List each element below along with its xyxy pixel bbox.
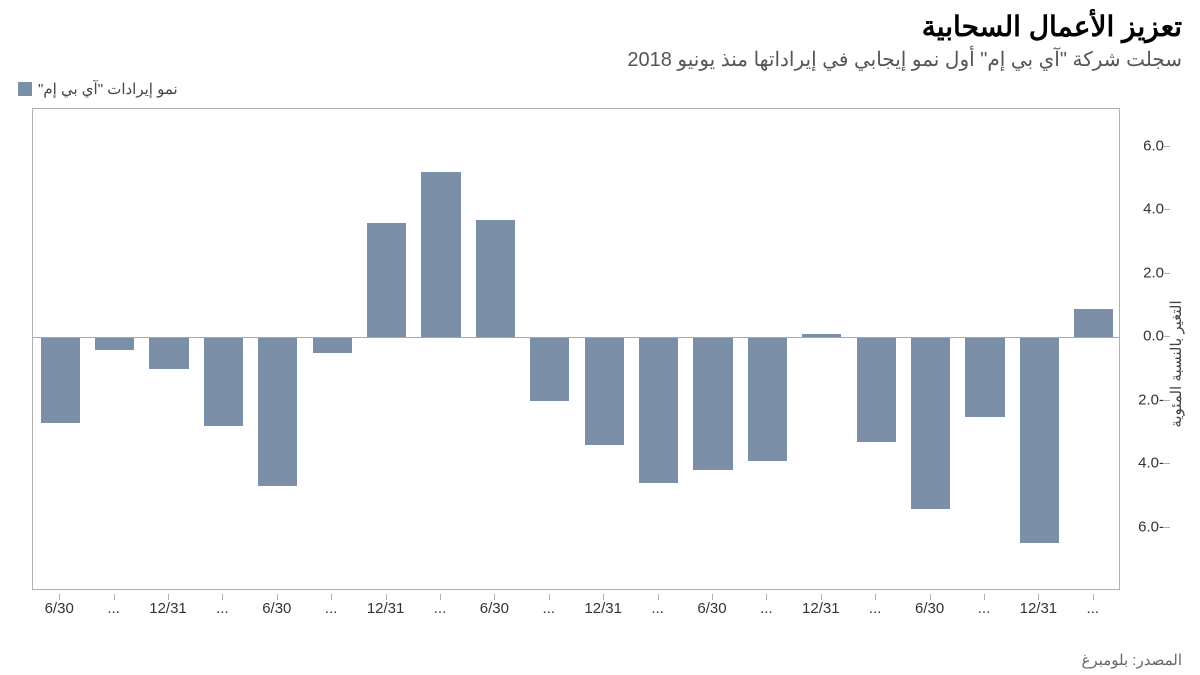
bar (476, 220, 515, 337)
chart-title: تعزيز الأعمال السحابية (18, 10, 1182, 43)
y-tick-mark (1164, 146, 1170, 147)
x-tick-label: ... (543, 600, 556, 617)
x-tick-label: 12/31 (802, 600, 840, 617)
bar (421, 172, 460, 337)
bar (585, 337, 624, 445)
x-tick-label: ... (1087, 600, 1100, 617)
chart-legend: نمو إيرادات "آي بي إم" (18, 80, 1182, 98)
x-tick-label: ... (760, 600, 773, 617)
y-tick-label: 2.0 (1143, 264, 1164, 281)
bar (965, 337, 1004, 416)
y-tick-label: -4.0 (1138, 455, 1164, 472)
bar (1074, 309, 1113, 338)
bar (1020, 337, 1059, 543)
bar (693, 337, 732, 470)
x-tick-label: ... (325, 600, 338, 617)
legend-label: نمو إيرادات "آي بي إم" (38, 80, 178, 98)
bars-layer (33, 109, 1119, 589)
y-tick-mark (1164, 463, 1170, 464)
y-axis-title: التغير بالنسبة المئوية (1168, 300, 1186, 427)
bar (911, 337, 950, 508)
x-tick-label: 6/30 (697, 600, 726, 617)
y-tick-label: 4.0 (1143, 201, 1164, 218)
bar (149, 337, 188, 369)
chart-area: التغير بالنسبة المئوية -6.0-4.0-2.00.02.… (18, 104, 1182, 624)
y-tick-mark (1164, 336, 1170, 337)
y-tick-mark (1164, 527, 1170, 528)
bar (857, 337, 896, 442)
x-tick-label: ... (434, 600, 447, 617)
legend-swatch (18, 82, 32, 96)
chart-subtitle: سجلت شركة "آي بي إم" أول نمو إيجابي في إ… (18, 47, 1182, 72)
bar (530, 337, 569, 400)
bar (313, 337, 352, 353)
y-tick-mark (1164, 209, 1170, 210)
source-attribution: المصدر: بلومبرغ (1081, 651, 1182, 669)
bar (258, 337, 297, 486)
bar (204, 337, 243, 426)
x-tick-labels: 6/30... 12/31... 6/30... 12/31... 6/30... 12/… (32, 594, 1120, 624)
y-tick-label: -6.0 (1138, 518, 1164, 535)
x-tick-label: 6/30 (45, 600, 74, 617)
x-tick-label: ... (107, 600, 120, 617)
y-tick-label: -2.0 (1138, 391, 1164, 408)
bar (41, 337, 80, 423)
zero-line (33, 337, 1119, 338)
x-tick-label: 6/30 (915, 600, 944, 617)
y-tick-mark (1164, 273, 1170, 274)
x-tick-label: 6/30 (262, 600, 291, 617)
bar (367, 223, 406, 337)
x-tick-label: ... (651, 600, 664, 617)
x-tick-label: ... (869, 600, 882, 617)
x-tick-label: ... (978, 600, 991, 617)
x-tick-label: 12/31 (149, 600, 187, 617)
x-tick-label: ... (216, 600, 229, 617)
x-tick-label: 12/31 (584, 600, 622, 617)
y-tick-label: 6.0 (1143, 138, 1164, 155)
plot-area (32, 108, 1120, 590)
y-tick-mark (1164, 400, 1170, 401)
x-tick-label: 12/31 (367, 600, 405, 617)
bar (748, 337, 787, 461)
x-tick-label: 6/30 (480, 600, 509, 617)
x-tick-label: 12/31 (1020, 600, 1058, 617)
y-tick-labels: -6.0 -4.0 -2.0 0.0 2.0 4.0 6.0 (1124, 108, 1164, 590)
bar (95, 337, 134, 350)
bar (639, 337, 678, 483)
y-tick-label: 0.0 (1143, 328, 1164, 345)
